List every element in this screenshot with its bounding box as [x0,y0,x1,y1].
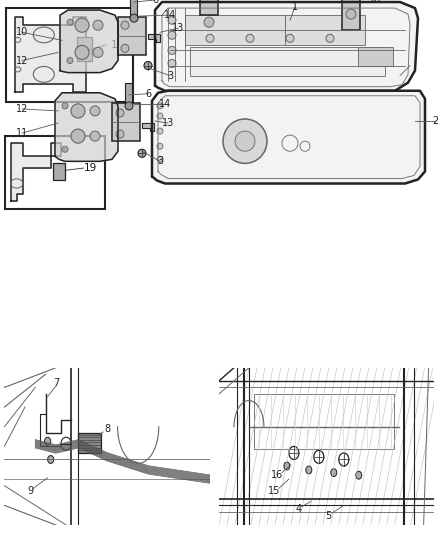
Bar [112,103,140,141]
Circle shape [157,156,163,163]
Text: 1: 1 [292,2,298,12]
Bar [53,163,65,180]
Bar [358,47,393,66]
Circle shape [67,19,73,25]
Text: 10: 10 [16,27,28,37]
Polygon shape [142,123,154,131]
Polygon shape [11,142,61,201]
Circle shape [206,34,214,42]
Polygon shape [152,91,425,183]
Text: 3: 3 [167,71,173,80]
Circle shape [121,21,129,29]
Circle shape [168,31,176,39]
Circle shape [144,61,152,70]
Circle shape [157,128,163,134]
Circle shape [93,47,103,58]
Text: 2: 2 [432,116,438,126]
Text: 4: 4 [296,504,302,514]
Circle shape [45,437,51,445]
Circle shape [168,60,176,68]
Polygon shape [15,17,86,92]
Polygon shape [60,10,118,72]
Circle shape [284,462,290,470]
Bar [77,37,92,61]
Circle shape [286,34,294,42]
Circle shape [331,469,337,477]
Bar [185,15,285,45]
Circle shape [223,119,267,163]
Bar [130,0,137,15]
Text: 15: 15 [268,486,280,496]
Text: 14: 14 [164,10,176,20]
Polygon shape [55,93,118,161]
Text: 19: 19 [111,40,124,50]
Circle shape [168,16,176,24]
Circle shape [125,102,133,110]
Circle shape [75,18,89,33]
Bar [254,394,394,449]
Circle shape [204,17,214,27]
Circle shape [339,453,349,466]
Bar [125,83,132,103]
Polygon shape [155,2,418,91]
Circle shape [326,34,334,42]
Text: 6: 6 [152,0,158,5]
Polygon shape [148,34,160,42]
Circle shape [130,14,138,22]
Circle shape [356,471,362,479]
Circle shape [62,103,68,109]
Circle shape [306,466,312,474]
Circle shape [48,456,54,463]
Circle shape [75,45,89,60]
Circle shape [157,143,163,149]
Text: 11: 11 [16,128,28,138]
Bar [200,0,218,15]
Bar [342,0,360,30]
Text: 19: 19 [84,163,98,173]
Text: 7: 7 [53,378,59,389]
Bar [285,15,365,45]
Circle shape [246,34,254,42]
Text: 12: 12 [16,104,28,114]
Text: 5: 5 [326,511,332,521]
Circle shape [157,113,163,119]
Circle shape [71,129,85,143]
Circle shape [116,109,124,117]
Bar [190,47,385,76]
Text: 13: 13 [172,23,184,33]
Circle shape [90,131,100,141]
Circle shape [67,58,73,63]
Circle shape [71,104,85,118]
Bar [118,17,146,55]
Circle shape [90,106,100,116]
Text: 16: 16 [271,470,283,480]
Text: 18: 18 [369,0,381,5]
Text: 6: 6 [145,89,151,99]
Text: 9: 9 [27,486,33,496]
Circle shape [116,130,124,138]
Circle shape [157,103,163,109]
Circle shape [314,450,324,463]
Circle shape [289,447,299,459]
Circle shape [346,9,356,19]
Circle shape [121,44,129,52]
Circle shape [138,149,146,157]
Bar [78,433,101,453]
Text: 3: 3 [157,156,163,166]
Text: 14: 14 [159,99,171,109]
Circle shape [168,46,176,54]
Circle shape [93,20,103,30]
Circle shape [235,131,255,151]
Circle shape [62,146,68,152]
Text: 12: 12 [16,55,28,66]
Text: 8: 8 [104,424,110,434]
Text: 13: 13 [162,118,174,128]
